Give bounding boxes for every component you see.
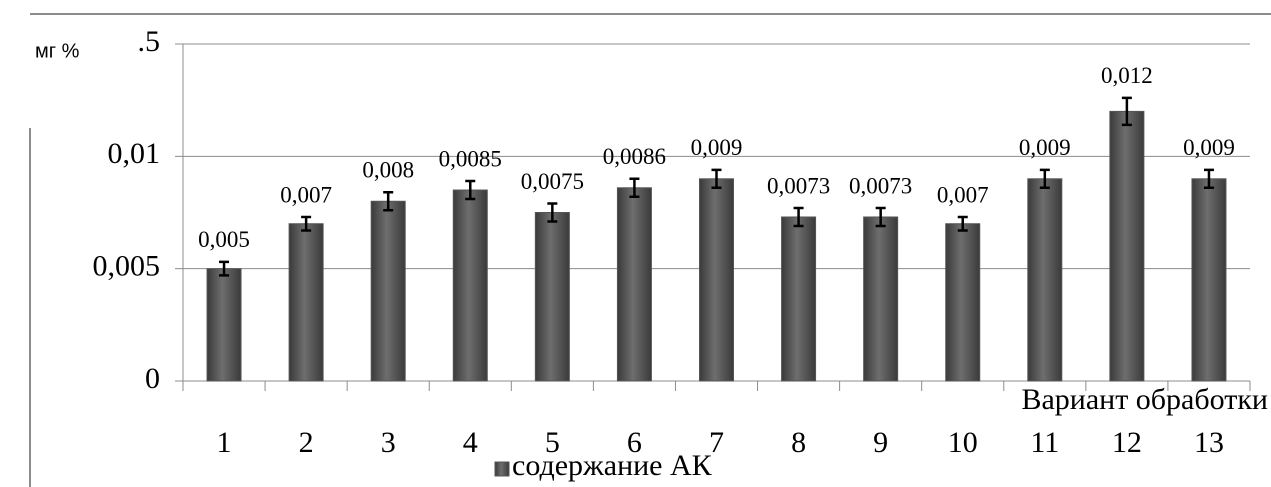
error-bar [629,177,640,199]
error-bar [875,206,886,228]
error-bar [219,260,230,277]
value-label: 0,007 [280,182,332,207]
value-label: 0,0085 [439,146,502,171]
error-bar [1039,168,1050,190]
x-axis-label: Вариант обработки [1021,383,1268,416]
value-label: 0,009 [1019,135,1071,160]
value-label: 0,012 [1101,63,1153,88]
x-tick-label: 9 [873,426,888,459]
value-label: 0,005 [198,227,250,252]
x-tick-label: 10 [948,426,978,459]
bar [288,223,324,382]
error-bar [383,191,394,212]
x-tick-label: 12 [1112,426,1142,459]
x-tick-label: 13 [1194,426,1224,459]
bar [1027,178,1063,382]
error-bar [957,215,968,232]
x-tick-label: 8 [791,426,806,459]
legend-marker [494,461,510,477]
value-label: 0,0073 [767,173,830,198]
value-label: 0,0075 [521,169,584,194]
error-bar [1121,96,1132,127]
y-tick-label: 0,005 [93,250,161,283]
error-bar [465,179,476,201]
x-tick-label: 5 [545,426,560,459]
error-bar [1203,168,1214,190]
x-tick-label: 11 [1030,426,1059,459]
x-tick-label: 3 [381,426,396,459]
bar [699,178,734,382]
bar [781,216,817,382]
bar [1109,110,1145,382]
value-label: 0,0086 [603,144,666,169]
x-tick-label: 4 [463,426,478,459]
bar [534,212,570,382]
value-label: 0,009 [691,135,743,160]
x-tick-label: 6 [627,426,642,459]
x-tick-label: 7 [709,426,724,459]
bar [1191,178,1227,382]
y-tick-label: 0,01 [108,137,161,170]
y-tick-label: 0 [145,362,160,395]
y-tick-label: .5 [138,25,161,58]
y-axis-label: мг % [35,40,80,62]
bar [863,216,899,382]
value-label: 0,008 [362,158,414,183]
error-bar [547,202,558,223]
error-bar [301,215,312,232]
bar [945,223,981,382]
x-tick-label: 2 [299,426,314,459]
bar [616,187,652,382]
error-bar [793,206,804,228]
bar [370,200,406,382]
legend-label: содержание АК [512,449,713,482]
value-label: 0,007 [937,182,989,207]
value-label: 0,0073 [849,173,912,198]
error-bar [711,168,722,190]
bar [206,268,242,382]
value-label: 0,009 [1183,135,1235,160]
x-tick-label: 1 [217,426,232,459]
bar [452,189,488,382]
